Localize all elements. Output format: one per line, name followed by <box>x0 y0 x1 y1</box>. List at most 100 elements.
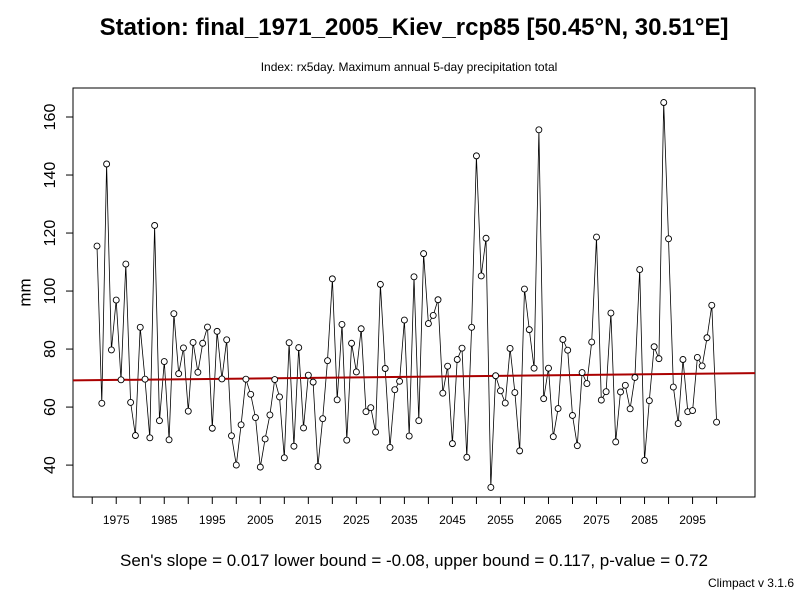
x-tick-label: 1995 <box>199 513 226 527</box>
data-point <box>170 310 178 318</box>
data-point <box>482 234 490 242</box>
data-point <box>540 395 548 403</box>
data-point <box>352 368 360 376</box>
data-point <box>492 372 500 380</box>
data-point <box>530 364 538 372</box>
x-tick-label: 2045 <box>439 513 466 527</box>
data-point <box>319 415 327 423</box>
x-tick-label: 2095 <box>679 513 706 527</box>
data-point <box>573 442 581 450</box>
data-point <box>204 323 211 331</box>
data-point <box>559 336 567 343</box>
data-point <box>650 343 658 351</box>
x-tick-label: 2065 <box>535 513 562 527</box>
data-point <box>453 356 461 363</box>
data-point <box>285 339 293 347</box>
data-point <box>112 296 120 304</box>
data-point <box>607 309 615 317</box>
data-point <box>698 362 706 370</box>
data-point <box>242 375 250 383</box>
data-point <box>487 483 495 491</box>
plot-area: 1975 1985 1995 2005 2015 2025 2035 2045 2055 2065… <box>15 87 756 527</box>
y-tick-label: 120 <box>42 220 59 247</box>
data-point <box>261 435 269 443</box>
data-point <box>276 393 283 401</box>
y-tick-label: 40 <box>42 456 59 474</box>
data-point <box>290 442 298 450</box>
data-point <box>400 316 408 324</box>
data-point <box>660 99 668 106</box>
data-point <box>621 381 629 389</box>
data-point <box>415 417 423 425</box>
data-point <box>333 396 341 404</box>
data-point <box>266 411 274 419</box>
data-point <box>569 412 576 419</box>
data-point <box>477 272 485 280</box>
data-point <box>525 326 533 334</box>
data-point <box>448 440 456 448</box>
data-point <box>160 358 168 365</box>
data-point <box>228 432 235 440</box>
data-point <box>180 344 187 352</box>
data-point <box>218 375 226 383</box>
data-point <box>386 443 394 451</box>
data-point <box>535 126 543 134</box>
data-point <box>367 404 375 412</box>
data-point <box>223 336 231 344</box>
data-point <box>501 399 509 407</box>
data-point <box>280 454 288 462</box>
data-point <box>127 398 135 406</box>
data-point <box>175 370 183 378</box>
data-point <box>713 418 721 426</box>
data-point <box>189 338 197 346</box>
x-tick-label: 2085 <box>631 513 658 527</box>
data-point <box>151 222 159 229</box>
data-point <box>357 325 365 333</box>
chart-title: Station: final_1971_2005_Kiev_rcp85 [50.… <box>99 14 729 41</box>
data-point <box>631 374 639 381</box>
plot-frame <box>72 87 756 498</box>
data-point <box>521 285 528 293</box>
data-point <box>237 421 245 429</box>
data-point <box>674 420 682 428</box>
data-point <box>578 369 586 377</box>
data-point <box>146 434 154 442</box>
data-point <box>252 414 259 421</box>
data-point <box>665 235 672 243</box>
data-point <box>703 334 711 342</box>
data-point <box>103 160 111 168</box>
data-point <box>232 461 240 469</box>
data-point <box>545 364 552 372</box>
data-point <box>655 355 663 363</box>
data-point <box>468 323 476 331</box>
x-tick-label: 2075 <box>583 513 610 527</box>
data-point <box>410 273 418 281</box>
x-tick-label: 1975 <box>103 513 130 527</box>
data-point <box>300 424 307 432</box>
data-point <box>338 320 346 328</box>
data-point <box>348 339 356 347</box>
data-point <box>593 233 600 241</box>
data-point <box>156 417 163 425</box>
data-point <box>669 383 677 391</box>
data-point <box>381 365 389 372</box>
data-point <box>588 338 596 346</box>
data-point <box>117 376 125 384</box>
data-point <box>434 296 442 304</box>
data-point <box>679 356 687 363</box>
data-point <box>405 432 413 440</box>
chart-subtitle: Index: rx5day. Maximum annual 5-day prec… <box>260 60 558 74</box>
data-point <box>554 405 562 412</box>
data-point <box>583 380 591 388</box>
data-point <box>641 457 648 464</box>
data-point <box>708 301 716 309</box>
data-point <box>213 327 221 335</box>
data-point <box>497 387 504 395</box>
data-point <box>362 408 370 416</box>
data-point <box>256 463 264 471</box>
trend-statistics: Sen's slope = 0.017 lower bound = -0.08,… <box>120 551 708 570</box>
data-point <box>194 368 202 376</box>
y-tick-label: 80 <box>42 340 59 358</box>
data-point <box>516 447 524 455</box>
